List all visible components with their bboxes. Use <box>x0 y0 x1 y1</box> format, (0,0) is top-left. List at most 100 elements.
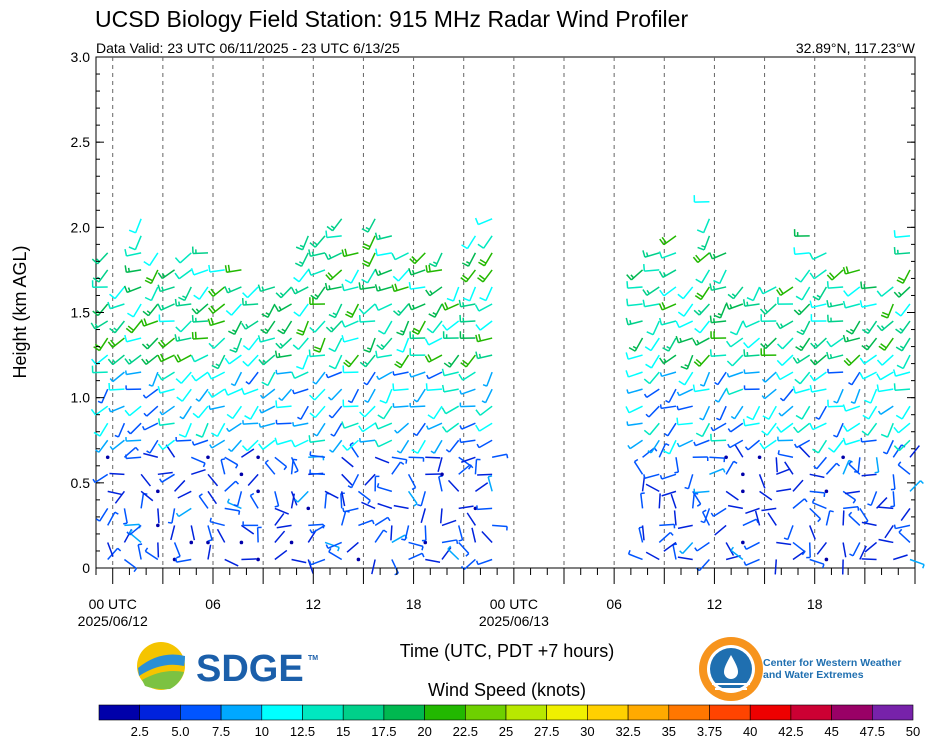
wind-barb-half-flag <box>779 323 784 328</box>
wind-barb-shaft <box>719 269 727 284</box>
wind-barb-flag <box>694 294 702 301</box>
wind-barb-flag <box>258 359 265 366</box>
wind-barb-half-flag <box>195 308 200 313</box>
wind-barb-flag <box>709 315 712 323</box>
wind-barb-flag <box>677 293 684 300</box>
wind-barb-flag <box>295 246 303 251</box>
wind-barb-shaft <box>377 486 393 493</box>
wind-barb-flag <box>408 282 412 290</box>
wind-barb-half-flag <box>313 241 318 246</box>
wind-barb-shaft <box>646 388 660 399</box>
wind-barb-shaft <box>667 422 677 437</box>
wind-barb-shaft <box>393 371 409 376</box>
colorbar-title: Wind Speed (knots) <box>428 680 586 700</box>
wind-barb-shaft <box>344 422 359 429</box>
wind-barb-shaft <box>668 388 677 403</box>
wind-barb-half-flag <box>409 373 412 378</box>
wind-barb-shaft <box>828 371 844 374</box>
wind-barb-flag <box>228 330 235 336</box>
y-tick-label: 2.5 <box>71 134 91 150</box>
wind-barb-flag <box>292 344 299 351</box>
x-tick-label: 12 <box>305 596 321 612</box>
wind-barb-shaft <box>114 490 126 504</box>
wind-barb-shaft <box>469 286 477 302</box>
wind-barb-half-flag <box>676 405 679 410</box>
wind-barb-half-flag <box>700 520 705 524</box>
wind-barb-flag <box>374 440 379 448</box>
wind-barb-flag <box>427 414 435 420</box>
wind-barb-shaft <box>383 405 393 420</box>
wind-barb-half-flag <box>327 396 332 401</box>
wind-barb-shaft <box>886 303 894 319</box>
wind-barb-shaft <box>744 303 760 307</box>
wind-barb-flag <box>107 341 114 348</box>
x-tick-label: 18 <box>807 596 823 612</box>
wind-barb-flag <box>207 372 213 380</box>
wind-barb-flag <box>458 373 464 381</box>
wind-barb-half-flag <box>349 441 354 446</box>
wind-barb-shaft <box>703 508 711 523</box>
wind-barb-half-flag <box>813 465 818 470</box>
wind-barb-flag <box>395 360 403 366</box>
wind-barb-shaft <box>477 354 493 360</box>
wind-barb-shaft <box>902 354 911 369</box>
wind-barb-flag <box>341 334 345 343</box>
wind-barb-half-flag <box>712 253 716 258</box>
wind-barb-shaft <box>106 542 114 557</box>
wind-barb-shaft <box>886 439 894 455</box>
wind-barb-flag <box>428 313 436 318</box>
wind-barb-shaft <box>109 388 125 391</box>
wind-barb-shaft <box>377 502 393 510</box>
wind-barb-half-flag <box>447 361 453 366</box>
wind-barb-half-flag <box>459 425 463 430</box>
wind-barb-shaft <box>460 303 476 308</box>
wind-barb-flag <box>211 364 219 370</box>
wind-barb-flag <box>826 281 829 289</box>
wind-barb-flag <box>692 256 699 263</box>
wind-barb-shaft <box>393 504 409 510</box>
wind-barb-shaft <box>209 520 225 527</box>
wind-barb-half-flag <box>849 553 854 557</box>
wind-barb-half-flag <box>456 539 459 545</box>
wind-barb-shaft <box>745 320 760 328</box>
wind-barb-shaft <box>297 490 309 503</box>
wind-barb-shaft <box>761 507 777 512</box>
wind-barb-half-flag <box>299 261 304 265</box>
wind-barb-half-flag <box>697 309 702 314</box>
wind-barb-shaft <box>428 371 443 380</box>
wind-barb-shaft <box>801 405 811 420</box>
wind-barb-flag <box>895 328 902 334</box>
wind-barb-flag <box>242 360 249 367</box>
wind-barb-flag <box>145 276 153 282</box>
wind-barb-shaft <box>799 371 811 385</box>
wind-barb-half-flag <box>848 382 853 386</box>
wind-barb-shaft <box>276 422 292 425</box>
wind-barb-shaft <box>774 559 778 575</box>
wind-barb-flag <box>328 313 336 319</box>
wind-barb-flag <box>141 358 147 365</box>
wind-barb-shaft <box>763 439 777 450</box>
wind-barb-flag <box>725 387 730 395</box>
colorbar-swatch <box>709 704 751 721</box>
wind-barb-half-flag <box>182 295 187 299</box>
wind-barb-half-flag <box>829 353 833 359</box>
calm-marker <box>741 472 745 477</box>
wind-barb-shaft <box>109 303 125 310</box>
wind-barb-flag <box>91 358 97 365</box>
wind-barb-flag <box>661 302 666 310</box>
wind-barb-shaft <box>729 439 744 449</box>
wind-barb-half-flag <box>462 302 465 307</box>
wind-barb-half-flag <box>643 393 648 398</box>
wind-barb-flag <box>426 327 434 334</box>
wind-barb-half-flag <box>405 459 408 464</box>
wind-barb-shaft <box>228 354 242 365</box>
wind-barb-half-flag <box>846 337 849 342</box>
wind-barb-flag <box>296 331 304 336</box>
wind-barb-shaft <box>378 371 393 381</box>
wind-barb-half-flag <box>676 442 680 447</box>
wind-barb-flag <box>379 399 387 404</box>
wind-barb-flag <box>324 282 328 291</box>
wind-barb-shaft <box>294 371 309 379</box>
wind-barb-shaft <box>377 439 393 448</box>
wind-barb-shaft <box>678 388 694 397</box>
